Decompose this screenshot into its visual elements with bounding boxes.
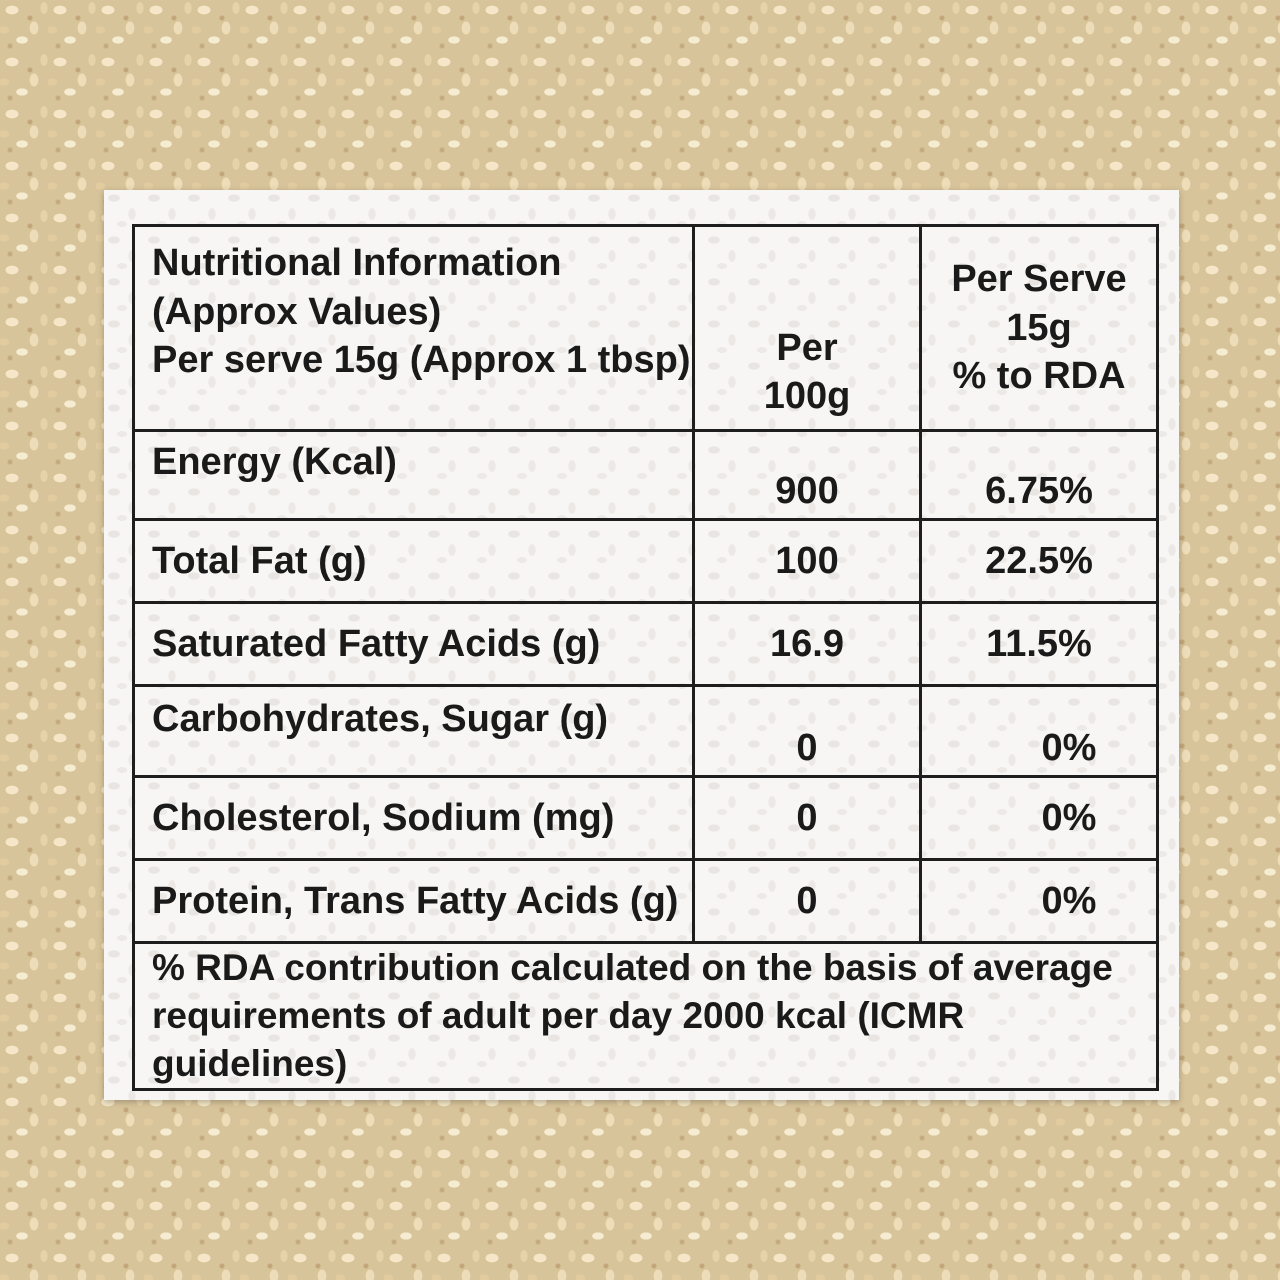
header-per-serve-line: 15g [1006, 306, 1072, 349]
per-100g-value: 0 [692, 775, 922, 861]
table-row: Total Fat (g) 100 22.5% [132, 518, 1159, 604]
table-row: Protein, Trans Fatty Acids (g) 0 0% [132, 858, 1159, 944]
per-100g-value: 0 [692, 858, 922, 944]
table-row: Energy (Kcal) 900 6.75% [132, 429, 1159, 521]
table-row: Cholesterol, Sodium (mg) 0 0% [132, 775, 1159, 861]
nutrition-label-card: Nutritional Information (Approx Values) … [104, 190, 1179, 1100]
rda-value: 0% [919, 775, 1159, 861]
header-title-cell: Nutritional Information (Approx Values) … [132, 224, 695, 432]
footnote-row: % RDA contribution calculated on the bas… [132, 940, 1159, 1092]
nutrient-label: Cholesterol, Sodium (mg) [132, 775, 695, 861]
nutrient-label: Energy (Kcal) [132, 429, 695, 521]
header-per-100g-line: 100g [763, 375, 851, 418]
rda-value: 0% [919, 858, 1159, 944]
nutrition-table: Nutritional Information (Approx Values) … [132, 224, 1159, 1092]
header-title-line: (Approx Values) [152, 290, 442, 333]
rda-value: 11.5% [919, 601, 1159, 687]
per-100g-value: 100 [692, 518, 922, 604]
footnote-line: requirements of adult per day 2000 kcal … [152, 995, 965, 1085]
nutrient-label: Carbohydrates, Sugar (g) [132, 684, 695, 778]
nutrient-label: Total Fat (g) [132, 518, 695, 604]
rda-value: 0% [919, 684, 1159, 778]
header-per-serve-cell: Per Serve 15g % to RDA [919, 224, 1159, 432]
header-per-100g-line: Per [776, 326, 838, 369]
header-per-serve-line: % to RDA [952, 355, 1126, 398]
per-100g-value: 16.9 [692, 601, 922, 687]
table-row: Saturated Fatty Acids (g) 16.9 11.5% [132, 601, 1159, 687]
header-per-100g-cell: Per 100g [692, 224, 922, 432]
table-row: Carbohydrates, Sugar (g) 0 0% [132, 684, 1159, 778]
header-title-line: Nutritional Information [152, 242, 562, 284]
rda-value: 6.75% [919, 429, 1159, 521]
table-header-row: Nutritional Information (Approx Values) … [132, 224, 1159, 432]
footnote-line: % RDA contribution calculated on the bas… [152, 947, 1113, 988]
per-100g-value: 900 [692, 429, 922, 521]
nutrient-label: Saturated Fatty Acids (g) [132, 601, 695, 687]
header-per-serve-line: Per Serve [951, 258, 1127, 301]
per-100g-value: 0 [692, 684, 922, 778]
header-title-line: Per serve 15g (Approx 1 tbsp) [152, 339, 691, 382]
footnote-cell: % RDA contribution calculated on the bas… [132, 940, 1159, 1092]
rda-value: 22.5% [919, 518, 1159, 604]
nutrient-label: Protein, Trans Fatty Acids (g) [132, 858, 695, 944]
